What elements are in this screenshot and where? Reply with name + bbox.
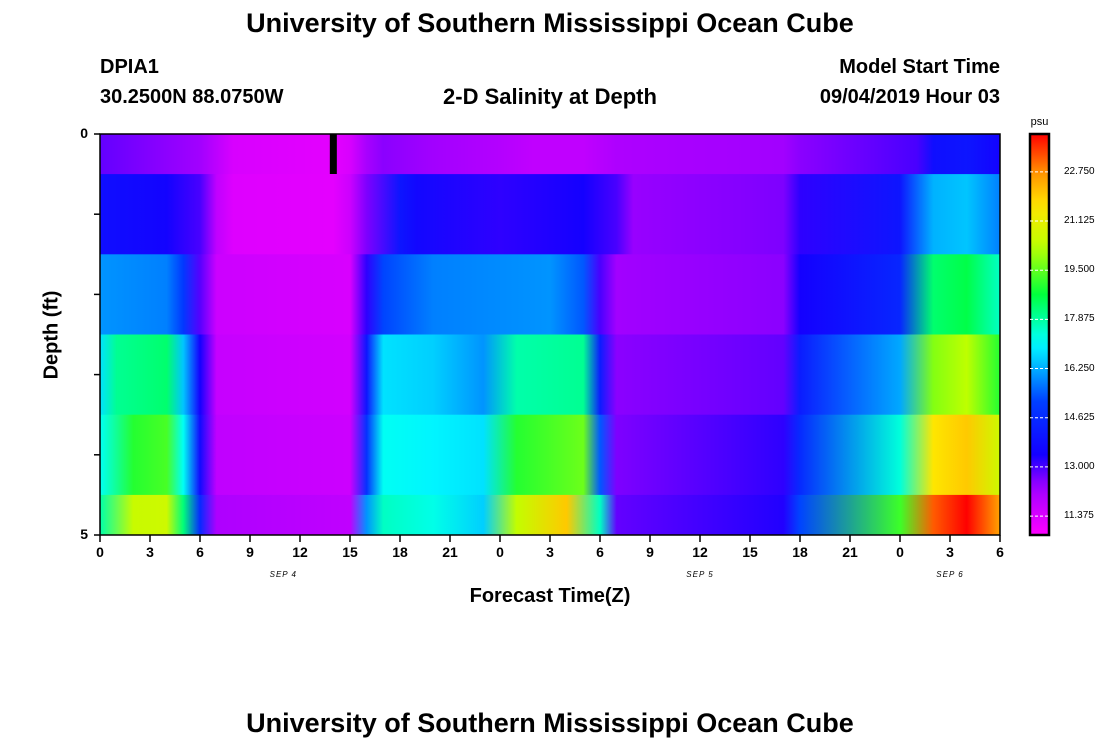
salinity-band-1 [100,134,1000,175]
x-tick-label: 21 [442,544,458,560]
colorbar: psu [1028,116,1051,537]
x-tick-label: 12 [292,544,308,560]
colorbar-unit: psu [1031,116,1049,128]
axis-ticks [94,133,1001,542]
x-tick-label: 9 [246,544,254,560]
colorbar-tick-label: 14.625 [1064,411,1095,423]
y-tick-label: 0 [80,125,88,141]
x-tick-label: 3 [946,544,954,560]
footer-title: University of Southern Mississippi Ocean… [246,708,854,738]
x-tick-label: 15 [742,544,758,560]
page-title: University of Southern Mississippi Ocean… [246,8,854,38]
colorbar-tick-label: 22.750 [1064,165,1095,177]
salinity-band-5 [100,414,1000,496]
x-tick-label: 3 [546,544,554,560]
colorbar-tick-label: 21.125 [1064,215,1095,226]
x-tick-label: 9 [646,544,654,560]
colorbar-tick-label: 17.875 [1064,313,1095,325]
x-tick-label: 0 [96,544,104,560]
salinity-band-4 [100,334,1000,416]
current-time-marker [329,134,337,174]
x-tick-label: 21 [842,544,858,560]
x-tick-label: 3 [146,544,154,560]
x-tick-label: 6 [996,544,1004,560]
date-label: SEP 5 [686,570,714,579]
x-tick-label: 0 [896,544,904,560]
colorbar-gradient [1028,132,1051,537]
model-start-time: 09/04/2019 Hour 03 [819,86,1000,108]
heatmap-layers [100,134,1000,536]
colorbar-tick-label: 19.500 [1064,264,1095,276]
salinity-band-2 [100,174,1000,255]
x-tick-label: 6 [596,544,604,560]
colorbar-tick-label: 13.000 [1064,460,1095,472]
station-location: 30.2500N 88.0750W [100,86,284,108]
x-tick-label: 15 [342,544,358,560]
salinity-band-6 [100,494,1000,536]
salinity-band-3 [100,254,1000,335]
chart-subtitle: 2-D Salinity at Depth [443,84,657,109]
x-tick-label: 18 [792,544,808,560]
x-tick-label: 18 [392,544,408,560]
date-label: SEP 6 [936,570,964,579]
x-tick-label: 12 [692,544,708,560]
station-id: DPIA1 [100,56,159,78]
y-tick-label: 5 [80,526,88,542]
x-tick-label: 6 [196,544,204,560]
x-tick-label: 0 [496,544,504,560]
date-label: SEP 4 [269,570,298,579]
x-axis-title: Forecast Time(Z) [469,585,631,607]
model-start-label: Model Start Time [839,56,1000,78]
colorbar-tick-label: 11.375 [1064,510,1094,522]
colorbar-tick-label: 16.250 [1064,362,1095,374]
